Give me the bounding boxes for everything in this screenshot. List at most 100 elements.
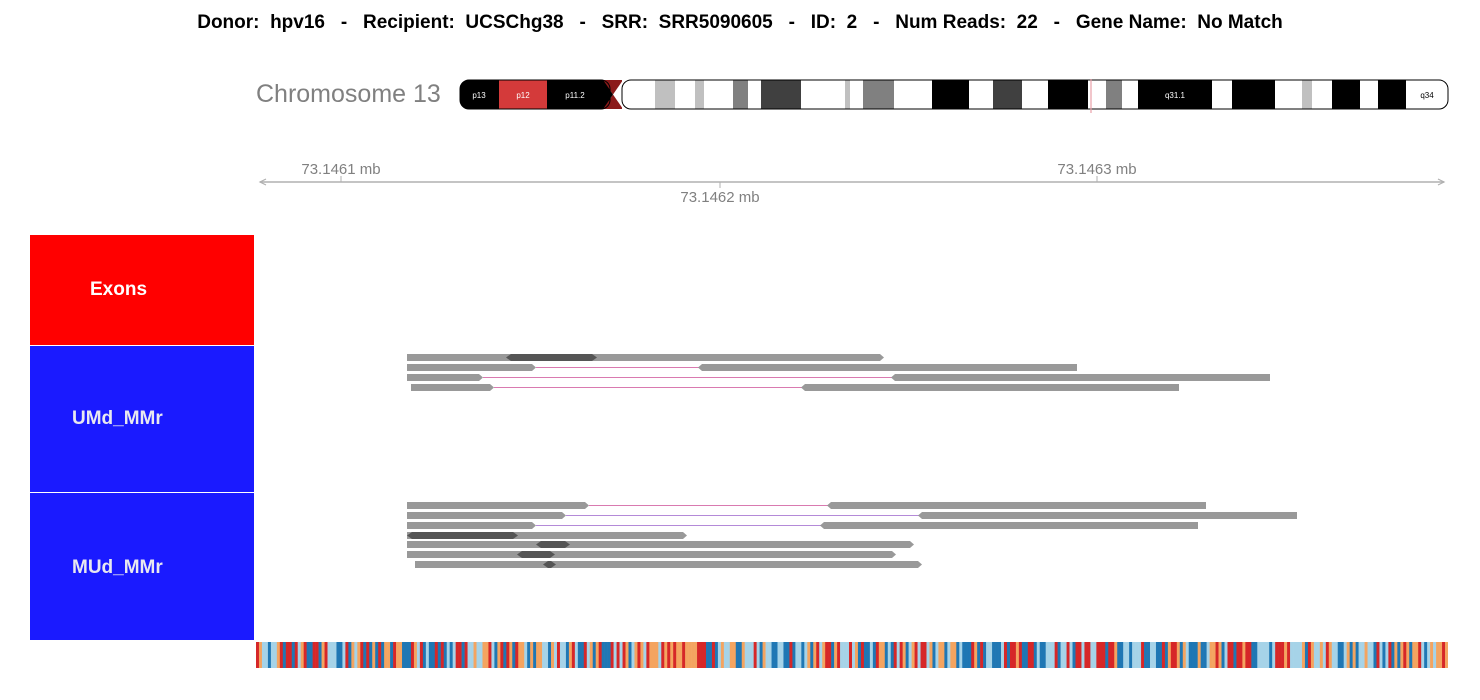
nucleotide-stripe [464, 642, 468, 668]
nucleotide-stripe [562, 642, 567, 668]
nucleotide-stripe [676, 642, 680, 668]
nucleotide-stripe [416, 642, 421, 668]
nucleotide-stripe [559, 642, 564, 668]
nucleotide-stripe [479, 642, 483, 668]
nucleotide-stripe [369, 642, 373, 668]
band-label-p11-2: p11.2 [565, 91, 585, 100]
nucleotide-stripe [756, 642, 760, 668]
read-segment [918, 512, 1297, 519]
nucleotide-stripe [1406, 642, 1410, 668]
read-segment [407, 551, 896, 558]
nucleotide-stripe [831, 642, 835, 668]
nucleotide-stripe [1042, 642, 1046, 668]
nucleotide-stripe [1039, 642, 1044, 668]
nucleotide-stripe [1141, 642, 1145, 668]
nucleotide-stripe [828, 642, 832, 668]
nucleotide-stripe [911, 642, 915, 668]
nucleotide-stripe [1203, 642, 1207, 668]
nucleotide-stripe [622, 642, 626, 668]
nucleotide-stripe [571, 642, 576, 668]
nucleotide-stripe [941, 642, 945, 668]
nucleotide-stripe [753, 642, 757, 668]
nucleotide-stripe [616, 642, 620, 668]
band-label-q31-1: q31.1 [1165, 91, 1186, 100]
nucleotide-stripe [1167, 642, 1172, 668]
nucleotide-stripe [554, 642, 558, 668]
nucleotide-stripe [592, 642, 597, 668]
nucleotide-stripe [488, 642, 492, 668]
nucleotide-stripe [402, 642, 406, 668]
nucleotide-stripe [1024, 642, 1029, 668]
nucleotide-stripe [771, 642, 775, 668]
nucleotide-stripe [339, 642, 343, 668]
nucleotide-stripe [318, 642, 322, 668]
nucleotide-stripe [440, 642, 445, 668]
nucleotide-stripe [303, 642, 307, 668]
nucleotide-stripe [1009, 642, 1014, 668]
nucleotide-stripe [765, 642, 769, 668]
nucleotide-stripe [497, 642, 501, 668]
nucleotide-stripe [264, 642, 269, 668]
nucleotide-stripe [366, 642, 370, 668]
nucleotide-stripe [863, 642, 868, 668]
band-label-p13: p13 [472, 91, 486, 100]
nucleotide-stripe [1313, 642, 1318, 668]
nucleotide-stripe [515, 642, 519, 668]
nucleotide-stripe [920, 642, 924, 668]
nucleotide-stripe [1212, 642, 1216, 668]
nucleotide-stripe [723, 642, 728, 668]
nucleotide-stripe [485, 642, 489, 668]
nucleotide-stripe [649, 642, 653, 668]
nucleotide-stripe [333, 642, 337, 668]
read-segment [820, 522, 1198, 529]
nucleotide-stripe [840, 642, 844, 668]
nucleotide-stripe [601, 642, 605, 668]
nucleotide-stripe [1421, 642, 1425, 668]
nucleotide-stripe [1063, 642, 1067, 668]
sequence-track [256, 642, 1448, 668]
nucleotide-stripe [881, 642, 886, 668]
nucleotide-stripe [294, 642, 299, 668]
read-segment [411, 384, 494, 391]
nucleotide-stripe [986, 642, 990, 668]
nucleotide-stripe [256, 642, 260, 668]
nucleotide-stripe [1126, 642, 1130, 668]
nucleotide-stripe [1403, 642, 1407, 668]
nucleotide-stripe [467, 642, 471, 668]
nucleotide-stripe [551, 642, 555, 668]
chromosome-ideogram[interactable]: p13 p12 p11.2 q31.1 q34 [459, 79, 1451, 113]
nucleotide-stripe [816, 642, 820, 668]
nucleotide-stripe [574, 642, 579, 668]
nucleotide-stripe [667, 642, 671, 668]
nucleotide-stripe [473, 642, 477, 668]
nucleotide-stripe [407, 642, 412, 668]
nucleotide-stripe [810, 642, 814, 668]
nucleotide-stripe [1036, 642, 1041, 668]
nucleotide-stripe [539, 642, 543, 668]
genome-axis: 73.1461 mb 73.1462 mb 73.1463 mb [258, 161, 1446, 205]
nucleotide-stripe [1194, 642, 1198, 668]
nucleotide-stripe [1430, 642, 1434, 668]
nucleotide-stripe [971, 642, 975, 668]
nucleotide-stripe [646, 642, 650, 668]
nucleotide-stripe [1057, 642, 1061, 668]
nucleotide-stripe [422, 642, 427, 668]
nucleotide-stripe [691, 642, 695, 668]
nucleotide-stripe [1114, 642, 1118, 668]
nucleotide-stripe [455, 642, 459, 668]
nucleotide-stripe [738, 642, 743, 668]
nucleotide-stripe [893, 642, 897, 668]
nucleotide-stripe [717, 642, 722, 668]
nucleotide-stripe [711, 642, 716, 668]
nucleotide-stripe [443, 642, 448, 668]
nucleotide-stripe [1373, 642, 1377, 668]
nucleotide-stripe [381, 642, 385, 668]
nucleotide-stripe [652, 642, 656, 668]
nucleotide-stripe [819, 642, 823, 668]
nucleotide-stripe [887, 642, 892, 668]
nucleotide-stripe [768, 642, 772, 668]
nucleotide-stripe [822, 642, 826, 668]
nucleotide-stripe [336, 642, 340, 668]
nucleotide-stripe [1227, 642, 1231, 668]
nucleotide-stripe [1170, 642, 1175, 668]
